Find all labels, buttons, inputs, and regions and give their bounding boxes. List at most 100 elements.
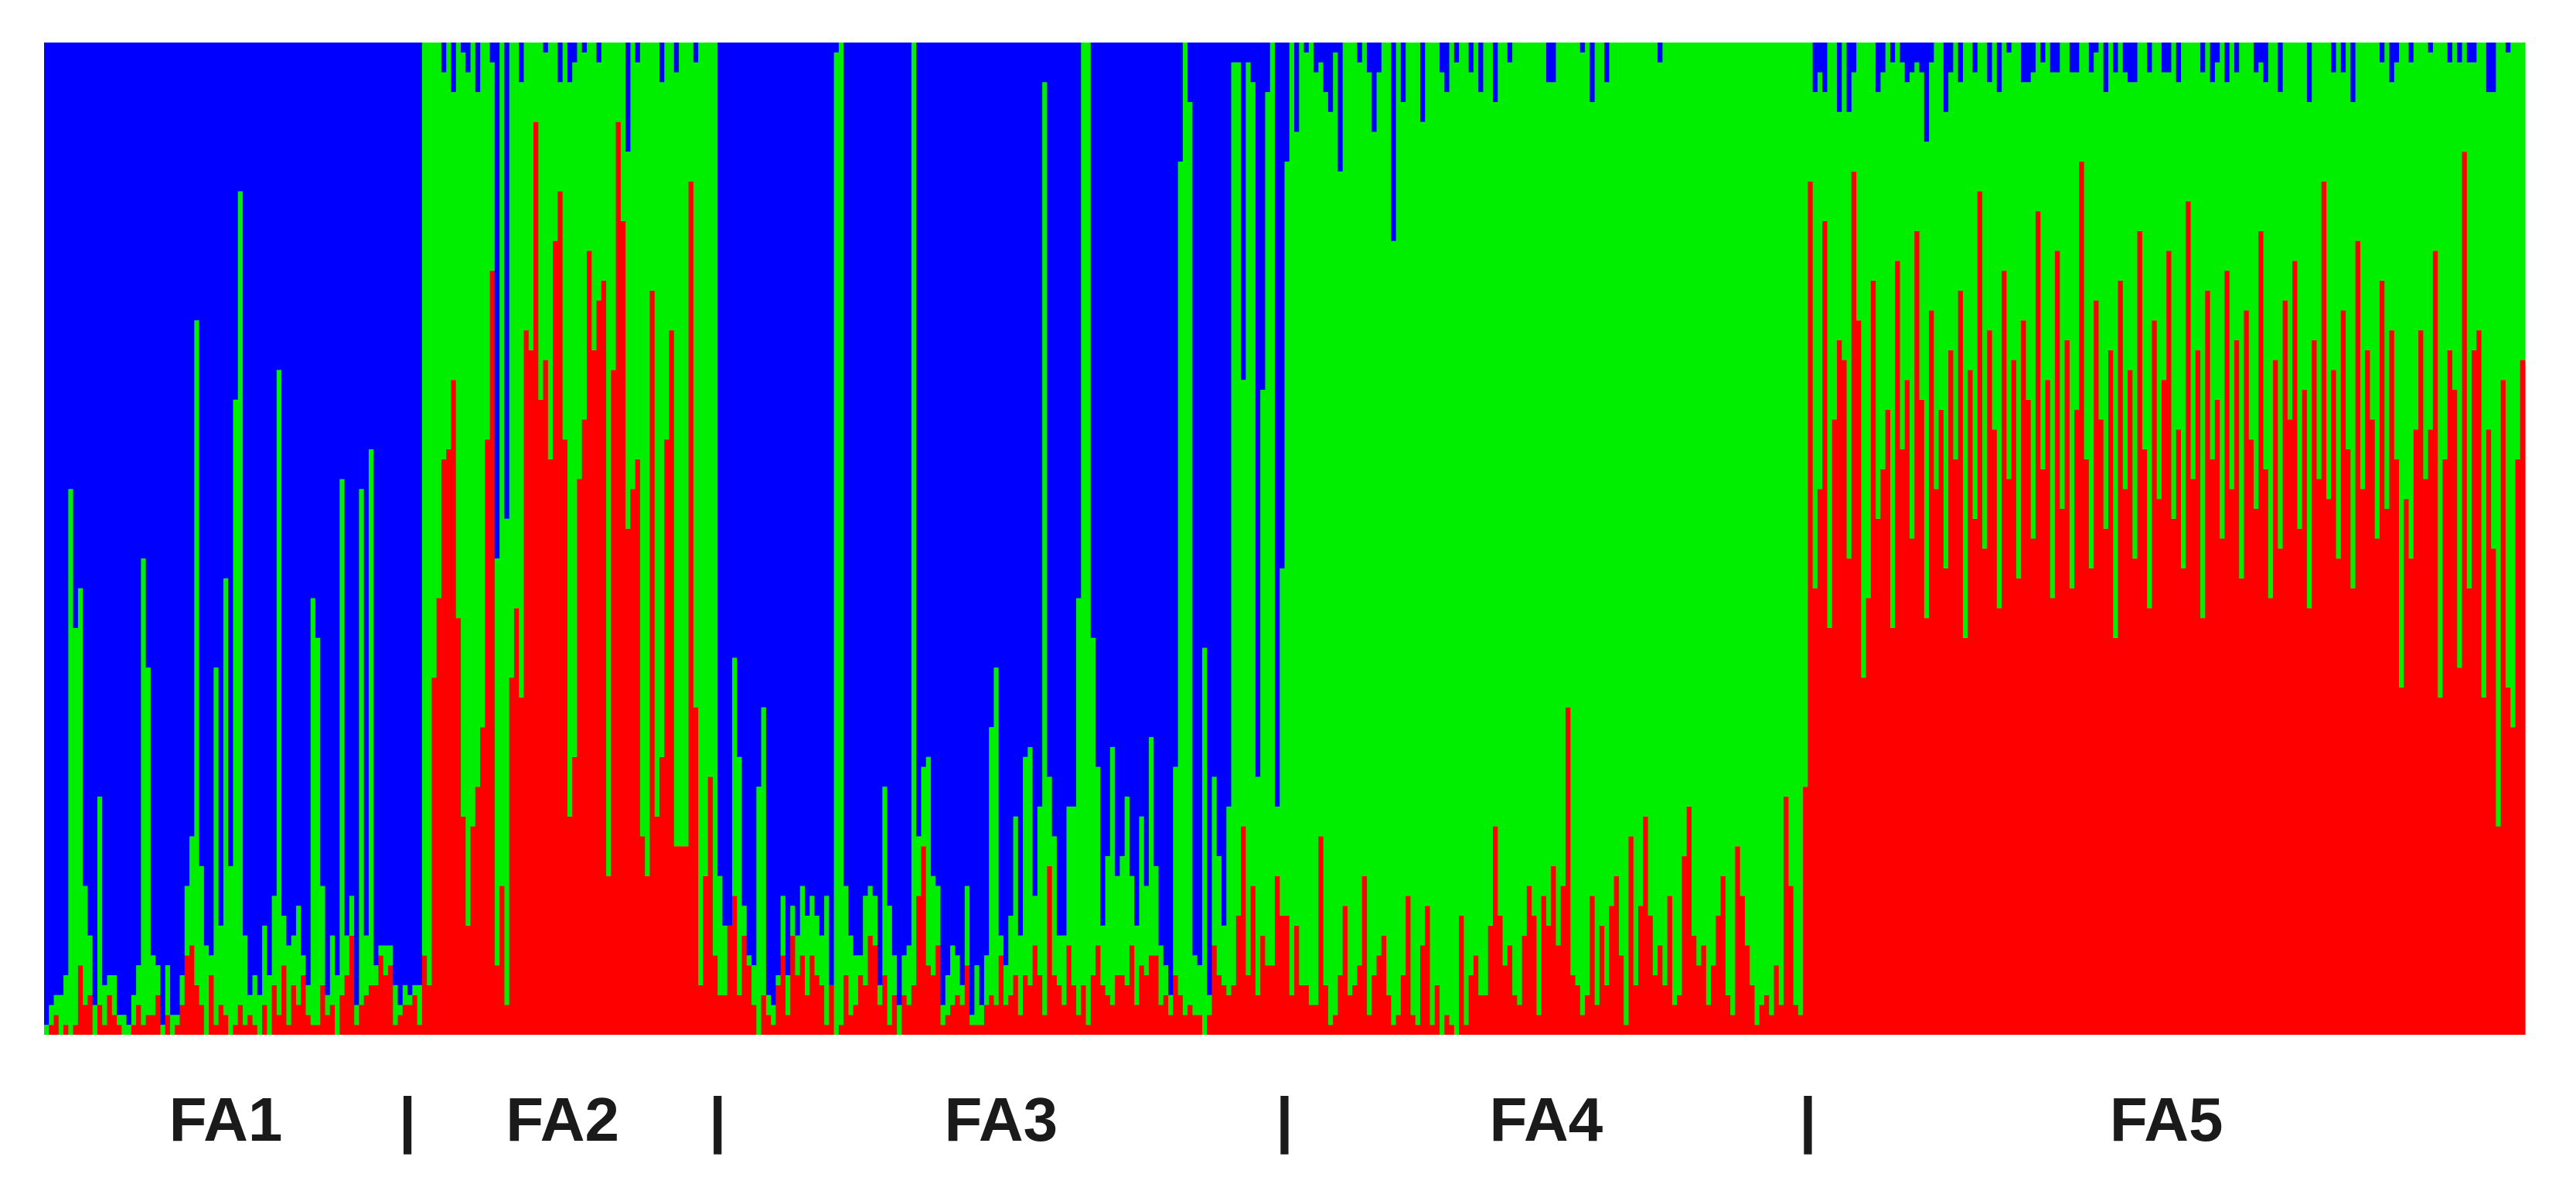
segment-green: [276, 370, 282, 1015]
segment-green: [867, 886, 874, 936]
bar-fa4-3: [1294, 43, 1300, 1035]
segment-red: [1609, 906, 1615, 1035]
segment-green: [2428, 52, 2434, 430]
segment-green: [2021, 82, 2027, 321]
bar-fa5-145: [2505, 43, 2511, 1035]
bar-fa2-35: [572, 43, 578, 1035]
segment-green: [688, 43, 694, 182]
group-separator: |: [399, 1085, 416, 1155]
bar-fa3-4: [732, 43, 738, 1035]
segment-blue: [925, 43, 932, 757]
bar-fa5-103: [2302, 43, 2308, 1035]
segment-red: [1968, 370, 1974, 1035]
segment-green: [1066, 806, 1072, 946]
segment-red: [707, 776, 714, 1035]
segment-blue: [451, 43, 457, 93]
bar-fa5-10: [1851, 43, 1857, 1035]
group-label-fa1: FA1: [169, 1085, 283, 1154]
segment-green: [1260, 390, 1266, 936]
segment-red: [1842, 360, 1848, 1035]
bar-fa5-108: [2326, 43, 2332, 1035]
segment-green: [1735, 43, 1741, 847]
segment-blue: [228, 43, 234, 866]
segment-green: [1197, 965, 1203, 1015]
segment-blue: [819, 43, 825, 936]
segment-blue: [87, 43, 94, 936]
bar-fa1-24: [155, 43, 162, 1035]
segment-blue: [412, 43, 418, 985]
segment-red: [2379, 280, 2385, 1035]
segment-blue: [1323, 43, 1329, 93]
segment-green: [1551, 82, 1557, 866]
segment-red: [1982, 548, 1988, 1035]
bar-fa4-72: [1628, 43, 1634, 1035]
segment-red: [2239, 578, 2245, 1035]
bar-fa4-17: [1361, 43, 1368, 1035]
segment-green: [1769, 43, 1775, 1015]
segment-red: [2278, 548, 2284, 1035]
segment-green: [1357, 62, 1363, 966]
segment-green: [620, 43, 626, 221]
segment-red: [581, 419, 588, 1035]
segment-red: [775, 985, 782, 1035]
segment-green: [2142, 43, 2148, 450]
segment-red: [1023, 975, 1028, 1035]
segment-green: [1900, 62, 1906, 450]
bar-fa5-57: [2079, 43, 2085, 1036]
segment-red: [2161, 380, 2167, 1036]
bar-fa3-76: [1081, 43, 1087, 1035]
bar-fa1-56: [310, 43, 316, 1035]
segment-red: [717, 995, 724, 1035]
segment-red: [688, 181, 694, 1035]
bar-fa5-38: [1987, 43, 1993, 1035]
segment-blue: [1017, 43, 1024, 936]
segment-green: [1017, 935, 1024, 1015]
segment-green: [1440, 72, 1445, 1036]
segment-blue: [1327, 43, 1334, 112]
segment-green: [242, 935, 248, 1025]
segment-green: [2152, 43, 2158, 321]
bar-fa5-34: [1968, 43, 1974, 1035]
segment-red: [1323, 985, 1329, 1035]
segment-blue: [1972, 43, 1978, 73]
segment-red: [1769, 1015, 1775, 1035]
segment-blue: [930, 43, 936, 876]
bar-fa3-93: [1163, 43, 1169, 1035]
segment-red: [1938, 409, 1944, 1035]
segment-red: [1784, 797, 1789, 1035]
segment-green: [1289, 43, 1295, 995]
segment-green: [2423, 43, 2429, 479]
bar-fa5-121: [2389, 43, 2395, 1035]
segment-green: [363, 935, 370, 995]
segment-red: [1560, 886, 1566, 1035]
bar-fa5-143: [2496, 43, 2502, 1035]
bar-fa5-23: [1914, 43, 1920, 1035]
bar-fa3-61: [1008, 43, 1014, 1035]
segment-green: [1318, 62, 1324, 837]
bar-fa3-69: [1047, 43, 1053, 1035]
bar-fa4-52: [1532, 43, 1538, 1035]
segment-green: [601, 43, 607, 281]
bar-fa5-24: [1919, 43, 1925, 1035]
segment-blue: [761, 43, 767, 708]
segment-green: [1812, 92, 1818, 589]
group-separator: |: [1276, 1085, 1293, 1155]
segment-green: [393, 985, 399, 1025]
segment-green: [63, 975, 69, 1025]
segment-red: [1376, 955, 1382, 1035]
segment-blue: [1996, 43, 2002, 93]
segment-green: [1638, 43, 1644, 906]
bar-fa3-90: [1149, 43, 1154, 1035]
segment-red: [2331, 370, 2337, 1035]
segment-blue: [335, 43, 340, 976]
segment-red: [2476, 330, 2482, 1035]
segment-red: [1624, 1025, 1630, 1035]
bar-fa4-103: [1778, 43, 1784, 1035]
segment-blue: [732, 43, 738, 658]
bar-fa1-5: [63, 43, 69, 1035]
bar-fa5-89: [2234, 43, 2240, 1035]
segment-green: [262, 925, 267, 1005]
bar-fa4-36: [1453, 43, 1460, 1035]
segment-green: [611, 43, 617, 370]
segment-blue: [489, 43, 496, 63]
